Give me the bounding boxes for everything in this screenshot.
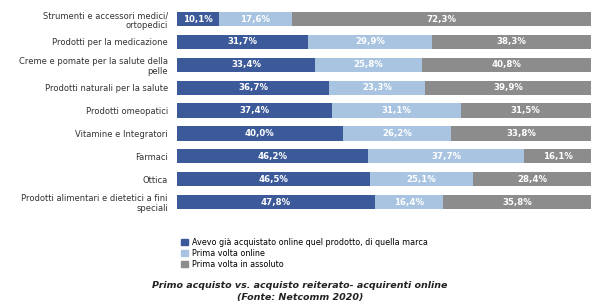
Text: 40,8%: 40,8%	[491, 60, 521, 69]
Text: 33,4%: 33,4%	[231, 60, 261, 69]
Text: 37,7%: 37,7%	[431, 152, 461, 161]
Bar	[292, 12, 591, 26]
Bar	[461, 103, 591, 118]
Bar	[177, 195, 375, 209]
Text: 72,3%: 72,3%	[427, 15, 457, 23]
Text: 16,4%: 16,4%	[394, 198, 424, 206]
Text: 28,4%: 28,4%	[517, 175, 547, 184]
Text: 31,1%: 31,1%	[381, 106, 411, 115]
Text: 23,3%: 23,3%	[362, 83, 392, 92]
Bar	[524, 149, 591, 163]
Bar	[432, 35, 590, 49]
Bar	[370, 172, 473, 186]
Text: 47,8%: 47,8%	[261, 198, 291, 206]
Text: 39,9%: 39,9%	[493, 83, 523, 92]
Text: 35,8%: 35,8%	[502, 198, 532, 206]
Bar	[177, 172, 370, 186]
Text: 16,1%: 16,1%	[543, 152, 572, 161]
Text: 37,4%: 37,4%	[239, 106, 269, 115]
Text: 36,7%: 36,7%	[238, 83, 268, 92]
Text: 33,8%: 33,8%	[506, 129, 536, 138]
Bar	[177, 81, 329, 95]
Text: 17,6%: 17,6%	[240, 15, 270, 23]
Bar	[177, 103, 332, 118]
Bar	[177, 126, 343, 141]
Bar	[473, 172, 591, 186]
Bar	[332, 103, 461, 118]
Bar	[375, 195, 443, 209]
Text: 31,5%: 31,5%	[511, 106, 541, 115]
Text: 25,8%: 25,8%	[354, 60, 383, 69]
Text: 40,0%: 40,0%	[245, 129, 275, 138]
Bar	[177, 149, 368, 163]
Bar	[177, 12, 219, 26]
Bar	[219, 12, 292, 26]
Bar	[451, 126, 591, 141]
Text: (Fonte: Netcomm 2020): (Fonte: Netcomm 2020)	[237, 292, 363, 302]
Bar	[308, 35, 432, 49]
Bar	[329, 81, 425, 95]
Bar	[177, 58, 315, 72]
Bar	[443, 195, 591, 209]
Text: 25,1%: 25,1%	[407, 175, 436, 184]
Text: 10,1%: 10,1%	[183, 15, 213, 23]
Text: Primo acquisto vs. acquisto reiterato- acquirenti online: Primo acquisto vs. acquisto reiterato- a…	[152, 281, 448, 290]
Text: 38,3%: 38,3%	[496, 38, 526, 46]
Text: 29,9%: 29,9%	[355, 38, 385, 46]
Text: 26,2%: 26,2%	[382, 129, 412, 138]
Bar	[315, 58, 422, 72]
Bar	[368, 149, 524, 163]
Legend: Avevo già acquistato online quel prodotto, di quella marca, Prima volta online, : Avevo già acquistato online quel prodott…	[181, 238, 427, 269]
Text: 46,5%: 46,5%	[259, 175, 288, 184]
Text: 46,2%: 46,2%	[257, 152, 287, 161]
Bar	[422, 58, 591, 72]
Bar	[177, 35, 308, 49]
Text: 31,7%: 31,7%	[227, 38, 257, 46]
Bar	[425, 81, 590, 95]
Bar	[343, 126, 451, 141]
